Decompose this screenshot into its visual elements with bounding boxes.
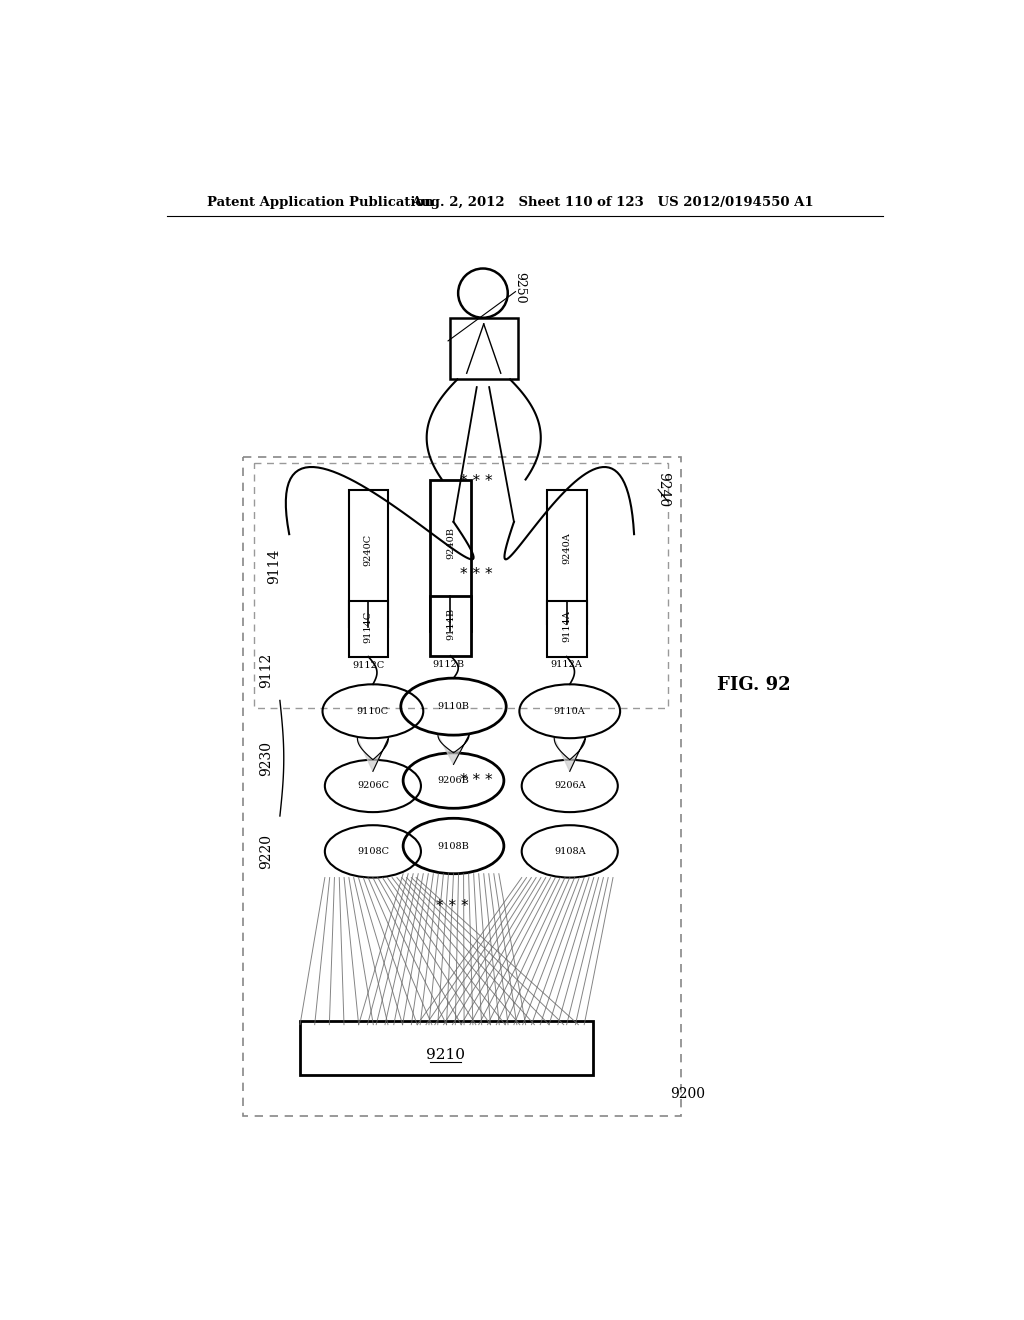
Text: 9240B: 9240B — [445, 528, 455, 560]
Text: 9110C: 9110C — [356, 706, 389, 715]
Text: 9250: 9250 — [513, 272, 526, 304]
Text: 9112B: 9112B — [433, 660, 465, 669]
FancyBboxPatch shape — [349, 601, 388, 656]
Polygon shape — [554, 738, 586, 771]
Text: * * *: * * * — [435, 899, 468, 915]
Text: 9200: 9200 — [671, 1086, 706, 1101]
Text: 9114: 9114 — [266, 549, 281, 585]
Text: 9112: 9112 — [259, 653, 273, 688]
Text: 9206A: 9206A — [554, 781, 586, 791]
Text: 9206B: 9206B — [437, 776, 469, 785]
FancyBboxPatch shape — [349, 490, 388, 627]
Text: 9110B: 9110B — [437, 702, 469, 711]
FancyBboxPatch shape — [547, 490, 587, 624]
Text: 9114C: 9114C — [364, 610, 373, 643]
Polygon shape — [438, 735, 469, 764]
FancyBboxPatch shape — [450, 318, 518, 379]
Text: 9230: 9230 — [259, 742, 273, 776]
FancyBboxPatch shape — [300, 1020, 593, 1074]
Text: 9110A: 9110A — [554, 706, 586, 715]
Text: 9206C: 9206C — [357, 781, 389, 791]
Text: 9108B: 9108B — [437, 842, 469, 850]
Text: 9108C: 9108C — [357, 847, 389, 855]
Text: 9240C: 9240C — [364, 533, 373, 566]
Text: FIG. 92: FIG. 92 — [717, 676, 791, 694]
Text: 9220: 9220 — [259, 834, 273, 869]
FancyBboxPatch shape — [430, 595, 471, 656]
Text: 9240A: 9240A — [562, 532, 571, 564]
Text: 9240: 9240 — [655, 473, 670, 507]
Polygon shape — [357, 738, 388, 771]
FancyBboxPatch shape — [430, 480, 471, 631]
FancyBboxPatch shape — [547, 601, 587, 656]
Text: 9112A: 9112A — [550, 660, 582, 669]
Text: * * *: * * * — [461, 774, 494, 788]
Text: Aug. 2, 2012   Sheet 110 of 123   US 2012/0194550 A1: Aug. 2, 2012 Sheet 110 of 123 US 2012/01… — [411, 197, 813, 209]
Text: Patent Application Publication: Patent Application Publication — [207, 197, 434, 209]
Text: 9114A: 9114A — [562, 610, 571, 642]
Text: * * *: * * * — [461, 566, 494, 582]
Text: 9210: 9210 — [426, 1048, 465, 1063]
Text: 9108A: 9108A — [554, 847, 586, 855]
Text: * * *: * * * — [461, 474, 494, 490]
Text: 9114B: 9114B — [445, 607, 455, 640]
Text: 9112C: 9112C — [352, 660, 384, 669]
